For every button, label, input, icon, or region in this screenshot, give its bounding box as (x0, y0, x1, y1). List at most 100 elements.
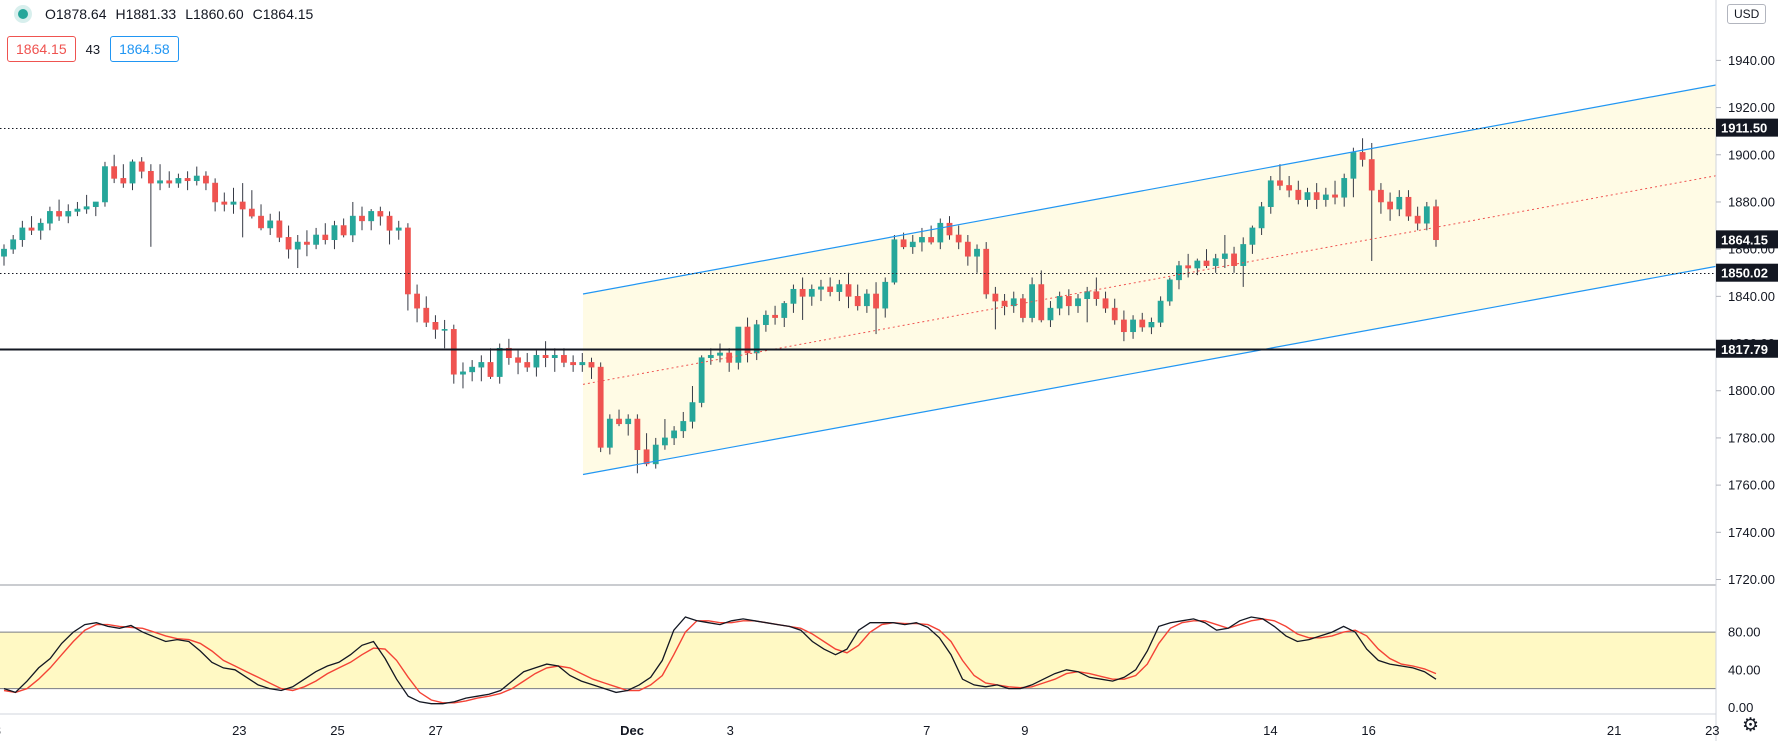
candle-body (818, 286, 824, 290)
price-tick-label: 1900.00 (1728, 147, 1775, 162)
high-value: H1881.33 (115, 6, 177, 22)
candle-body (386, 215, 393, 231)
candle-body (1368, 159, 1375, 191)
candle-body (19, 227, 26, 241)
candle-body (1102, 298, 1109, 309)
candle-body (1130, 319, 1136, 333)
candle-body (276, 220, 283, 238)
candle-body (1313, 192, 1320, 200)
channel-lower-line[interactable] (582, 265, 1717, 476)
time-tick-label: 14 (1263, 723, 1277, 738)
candle-body (634, 418, 641, 451)
candle-body (882, 281, 889, 309)
stochastic-axis-ticks: 80.00 40.00 0.00 (1728, 625, 1761, 715)
candle-body (1405, 196, 1412, 217)
candle-body (1185, 265, 1192, 269)
candle-body (423, 307, 430, 323)
candle-body (1359, 152, 1366, 160)
candle-body (1120, 319, 1127, 333)
candle-body (120, 178, 127, 184)
close-value: C1864.15 (252, 6, 314, 22)
candle-body (1396, 196, 1403, 210)
candle-body (900, 239, 907, 248)
candle-body (1157, 300, 1164, 323)
candle-body (147, 170, 154, 184)
candle-body (10, 239, 17, 250)
candle-body (799, 288, 806, 297)
gear-icon[interactable]: ⚙ (1742, 715, 1760, 736)
candle-body (698, 357, 705, 403)
candle-body (1047, 307, 1054, 321)
candle-body (928, 237, 935, 243)
candle-body (267, 220, 274, 229)
price-tick-label: 1740.00 (1728, 525, 1775, 540)
candle-body (505, 347, 512, 358)
candle-body (487, 362, 494, 377)
channel-median-line (582, 175, 1717, 385)
candle-body (258, 215, 264, 229)
stochastic-tick-label: 40.00 (1728, 662, 1761, 677)
candle-body (1249, 227, 1256, 245)
candle-body (313, 234, 320, 245)
candle-body (304, 241, 310, 245)
candle-body (74, 208, 81, 212)
candle-body (937, 222, 944, 243)
candle-body (460, 371, 466, 375)
price-label-box (1716, 339, 1778, 358)
candle-body (138, 161, 145, 172)
buy-price-button[interactable]: 1864.58 (110, 36, 179, 62)
candle-body (221, 201, 228, 205)
candle-body (1341, 178, 1348, 198)
candle-body (102, 166, 108, 203)
candle-body (616, 418, 622, 425)
candle-body (1020, 298, 1026, 318)
time-axis[interactable]: 1618232527Dec379141621232830 (0, 713, 1778, 738)
candle-body (230, 201, 237, 205)
candle-body (909, 241, 916, 248)
candle-body (854, 296, 861, 307)
candle-body (441, 329, 448, 331)
candle-body (1267, 180, 1274, 207)
candle-body (781, 303, 788, 318)
time-tick-label: 23 (1705, 723, 1719, 738)
status-dot-icon[interactable] (18, 9, 28, 19)
price-tick-label: 1720.00 (1728, 572, 1775, 587)
candle-body (193, 175, 200, 182)
candle-body (478, 362, 485, 368)
candle-body (1176, 265, 1182, 281)
candle-body (469, 366, 476, 373)
candle-body (597, 366, 604, 448)
candle-body (1286, 185, 1293, 191)
candle-body (322, 234, 329, 241)
candle-body (359, 215, 365, 222)
candle-body (974, 248, 980, 257)
candle-body (542, 355, 549, 358)
candle-body (203, 175, 209, 184)
candle-body (717, 352, 723, 356)
price-label-text: 1817.79 (1721, 342, 1768, 357)
candle-body (37, 222, 44, 231)
time-tick-label: 21 (1607, 723, 1621, 738)
candle-body (1221, 253, 1228, 259)
time-tick-label: 27 (428, 723, 442, 738)
sell-price-button[interactable]: 1864.15 (7, 36, 76, 62)
candle-body (496, 347, 503, 377)
candle-body (1304, 192, 1311, 200)
candle-body (827, 286, 834, 292)
candle-body (790, 288, 797, 304)
candle-body (1433, 206, 1439, 241)
price-axis[interactable]: 1940.001920.001900.001880.001860.001840.… (1715, 0, 1775, 741)
candle-body (129, 161, 136, 184)
candle-body (588, 362, 595, 368)
candle-body (1111, 307, 1118, 321)
stochastic-tick-label: 0.00 (1728, 700, 1753, 715)
candle-body (1038, 284, 1045, 321)
candle-body (450, 329, 457, 375)
candle-body (643, 449, 650, 465)
horizontal-levels[interactable] (0, 128, 1716, 351)
channel-upper-line[interactable] (582, 84, 1717, 295)
currency-button[interactable]: USD (1727, 4, 1767, 24)
candle-body (377, 211, 384, 217)
candle-body (1194, 260, 1201, 269)
